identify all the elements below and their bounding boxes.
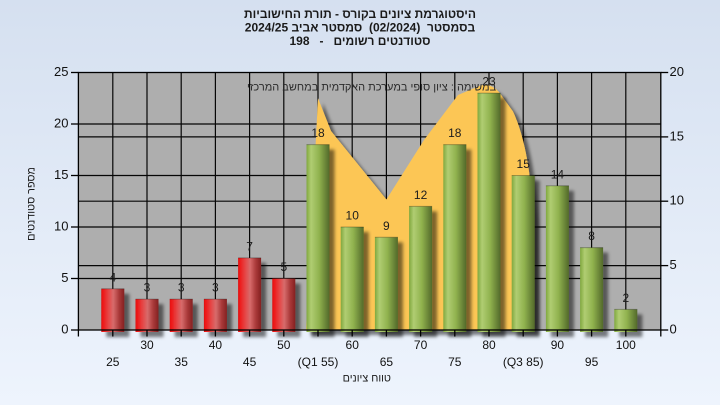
svg-text:3: 3 <box>212 281 219 295</box>
svg-text:45: 45 <box>243 355 257 369</box>
svg-text:70: 70 <box>414 338 428 352</box>
svg-text:30: 30 <box>140 338 154 352</box>
svg-text:25: 25 <box>54 64 68 79</box>
svg-text:במשימה : ציון סופי במערכת האקד: במשימה : ציון סופי במערכת האקדמית במחשב … <box>247 82 497 94</box>
svg-text:מספר סטודנטים: מספר סטודנטים <box>26 167 38 241</box>
svg-text:(Q1 55): (Q1 55) <box>298 355 339 369</box>
svg-text:14: 14 <box>551 167 565 181</box>
svg-text:12: 12 <box>414 188 428 202</box>
svg-text:8: 8 <box>588 229 595 243</box>
svg-text:20: 20 <box>670 64 684 79</box>
svg-text:0: 0 <box>61 322 68 337</box>
svg-text:60: 60 <box>346 338 360 352</box>
svg-text:סטודנטים רשומים - 198: סטודנטים רשומים - 198 <box>290 34 431 48</box>
svg-text:טווח ציונים: טווח ציונים <box>343 373 391 385</box>
svg-text:40: 40 <box>209 338 223 352</box>
svg-text:65: 65 <box>380 355 394 369</box>
svg-text:75: 75 <box>448 355 462 369</box>
svg-text:7: 7 <box>246 239 253 253</box>
svg-text:בסמסטר (02/2024) סמסטר אביב: בסמסטר (02/2024) סמסטר אביב 2024/25 <box>245 21 476 35</box>
svg-text:9: 9 <box>383 219 390 233</box>
svg-text:10: 10 <box>346 209 360 223</box>
svg-text:4: 4 <box>109 270 116 284</box>
svg-text:15: 15 <box>670 128 684 143</box>
svg-text:95: 95 <box>585 355 599 369</box>
svg-text:3: 3 <box>178 281 185 295</box>
svg-text:5: 5 <box>61 270 68 285</box>
svg-text:35: 35 <box>175 355 189 369</box>
svg-text:18: 18 <box>448 126 462 140</box>
svg-text:15: 15 <box>54 167 68 182</box>
svg-text:היסטוגרמת ציונים בקורס - תורת: היסטוגרמת ציונים בקורס - תורת החישוביות <box>244 7 476 21</box>
svg-text:18: 18 <box>311 126 325 140</box>
svg-text:10: 10 <box>670 193 684 208</box>
svg-text:5: 5 <box>280 260 287 274</box>
svg-text:0: 0 <box>670 322 677 337</box>
svg-text:10: 10 <box>54 219 68 234</box>
svg-text:50: 50 <box>277 338 291 352</box>
svg-text:15: 15 <box>517 157 531 171</box>
svg-text:80: 80 <box>482 338 496 352</box>
svg-text:2: 2 <box>622 291 629 305</box>
svg-text:5: 5 <box>670 257 677 272</box>
svg-text:25: 25 <box>106 355 120 369</box>
svg-text:3: 3 <box>144 281 151 295</box>
svg-text:20: 20 <box>54 116 68 131</box>
svg-text:23: 23 <box>482 75 496 89</box>
svg-text:100: 100 <box>616 338 636 352</box>
svg-text:(Q3 85): (Q3 85) <box>503 355 544 369</box>
svg-text:90: 90 <box>551 338 565 352</box>
